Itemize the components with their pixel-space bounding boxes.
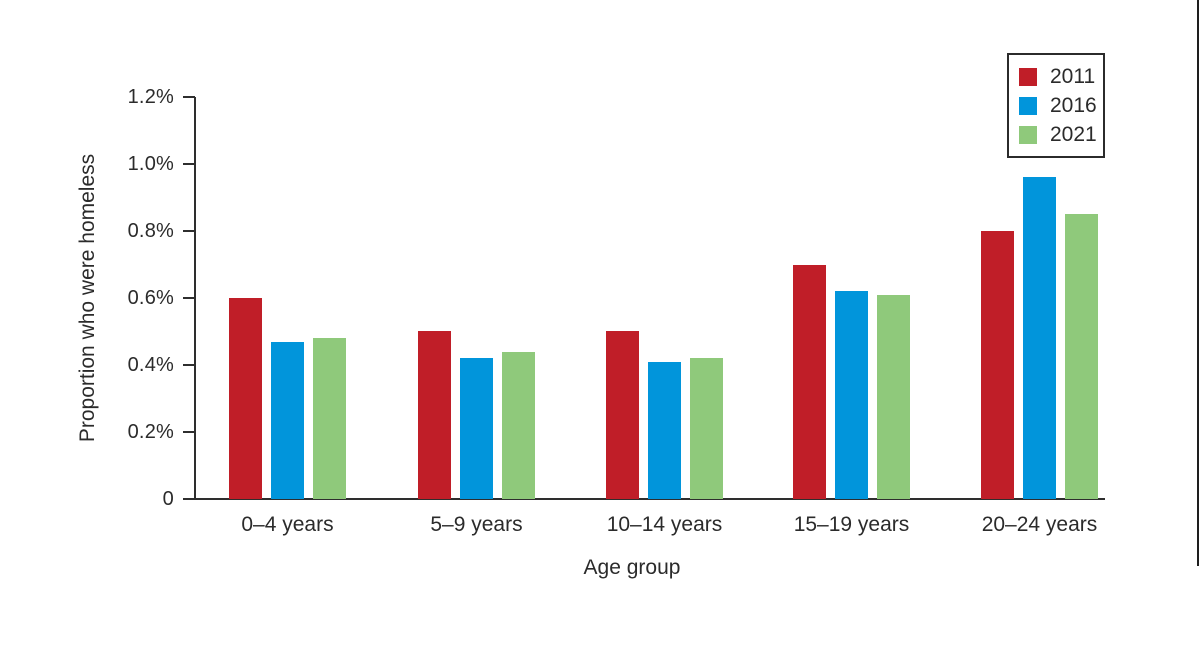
y-tick-label: 0.4% xyxy=(127,354,174,376)
y-axis-tick xyxy=(183,230,195,232)
x-axis-title: Age group xyxy=(583,556,681,579)
legend-item-2011: 2011 xyxy=(1009,64,1103,88)
y-axis-tick xyxy=(183,163,195,165)
x-category-label: 15–19 years xyxy=(793,513,910,536)
legend-label: 2011 xyxy=(1050,64,1096,88)
bar-2021-10-14- xyxy=(690,358,723,499)
bar-2021-0-4- xyxy=(313,338,346,499)
y-axis-line xyxy=(194,97,196,500)
y-tick-label: 0.8% xyxy=(127,220,174,242)
bar-2016-10-14- xyxy=(648,362,681,499)
bar-2016-20-24- xyxy=(1023,177,1056,499)
legend-item-2016: 2016 xyxy=(1009,93,1103,117)
bar-2011-0-4- xyxy=(229,298,262,499)
bar-2021-20-24- xyxy=(1065,214,1098,499)
y-tick-label: 1.0% xyxy=(127,153,174,175)
legend-swatch-2011 xyxy=(1019,67,1037,86)
legend-label: 2021 xyxy=(1050,122,1097,146)
bar-2016-5-9- xyxy=(460,358,493,499)
x-category-label: 0–4 years xyxy=(241,513,334,536)
y-tick-label: 0 xyxy=(162,488,174,510)
legend-label: 2016 xyxy=(1050,93,1097,117)
x-category-label: 20–24 years xyxy=(981,513,1098,536)
y-axis-tick xyxy=(183,297,195,299)
bar-2011-20-24- xyxy=(981,231,1014,499)
legend-item-2021: 2021 xyxy=(1009,122,1103,146)
x-axis-line xyxy=(194,498,1105,500)
legend: 2011 2016 2021 xyxy=(1007,53,1105,158)
image-edge-line xyxy=(1197,0,1199,566)
bar-2016-15-19- xyxy=(835,291,868,499)
legend-swatch-2021 xyxy=(1019,125,1037,144)
y-axis-tick xyxy=(183,96,195,98)
x-category-label: 5–9 years xyxy=(430,513,523,536)
y-axis-tick xyxy=(183,364,195,366)
bar-2011-10-14- xyxy=(606,331,639,499)
legend-swatch-2016 xyxy=(1019,96,1037,115)
y-axis-tick xyxy=(183,498,195,500)
bar-2021-5-9- xyxy=(502,352,535,499)
bar-2011-15-19- xyxy=(793,265,826,499)
x-category-label: 10–14 years xyxy=(606,513,723,536)
bar-2021-15-19- xyxy=(877,295,910,499)
bar-2016-0-4- xyxy=(271,342,304,499)
bar-2011-5-9- xyxy=(418,331,451,499)
y-tick-label: 0.2% xyxy=(127,421,174,443)
y-axis-tick xyxy=(183,431,195,433)
y-tick-label: 0.6% xyxy=(127,287,174,309)
y-tick-label: 1.2% xyxy=(127,86,174,108)
